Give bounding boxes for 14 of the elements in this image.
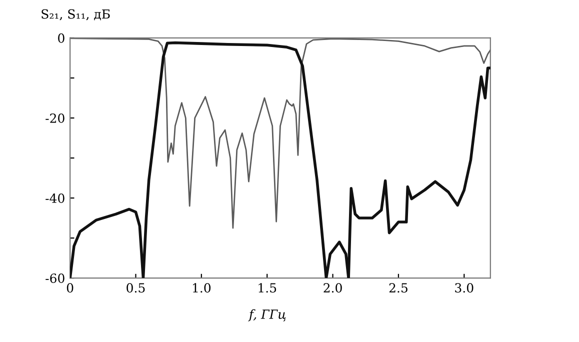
y-tick-label: -60: [46, 274, 64, 283]
line-series: [70, 41, 490, 278]
y-tick-label: 0: [58, 33, 64, 43]
x-tick-label: 0: [66, 283, 74, 293]
x-tick-label: 2.5: [389, 283, 408, 293]
x-axis-title: f, ГГц: [248, 309, 286, 322]
y-tick-label: -20: [46, 113, 64, 123]
x-tick-label: 0.5: [126, 283, 145, 293]
x-tick-label: 2.0: [324, 283, 342, 293]
x-tick-label: 1.5: [258, 283, 276, 293]
y-axis-title: S₂₁, S₁₁, дБ: [42, 9, 110, 20]
y-tick-label: -40: [46, 193, 64, 203]
x-tick-label: 1.0: [193, 283, 211, 293]
x-tick-label: 3.0: [455, 283, 474, 293]
